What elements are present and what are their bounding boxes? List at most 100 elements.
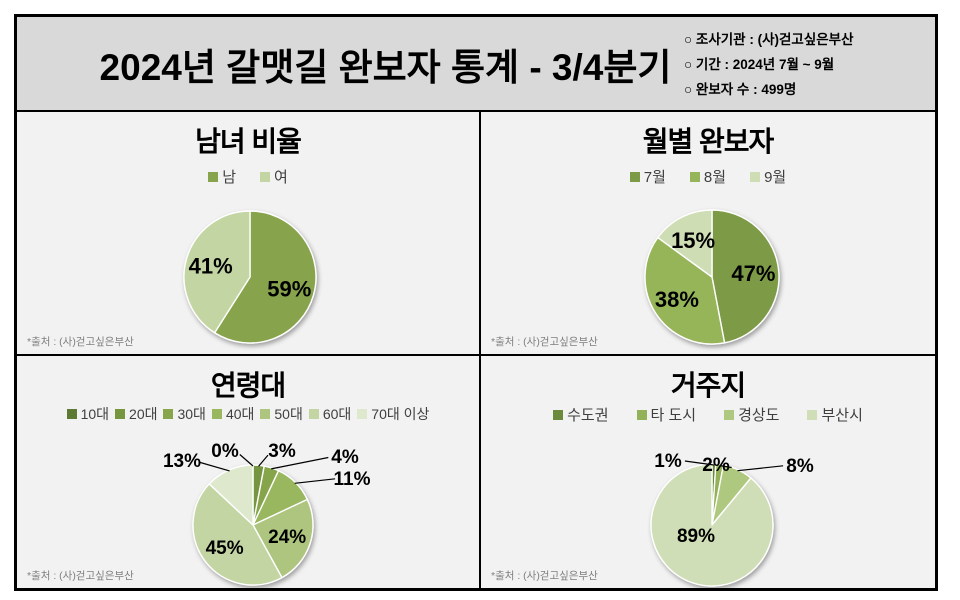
pie-slice [213,210,317,344]
pie-slice-label: 8% [786,456,814,477]
pie-slice [657,209,713,278]
legend-label: 남 [222,169,236,186]
legend-item: 60대 [308,404,351,424]
legend-swatch-icon [308,409,319,419]
legend-item: 8월 [689,166,727,187]
legend-label: 20대 [129,406,158,422]
pie-chart-monthly: 47% 38% 15% [644,209,780,345]
source-note: *출처 : (사)걷고싶은부산 [491,570,598,582]
legend-label: 8월 [703,169,727,186]
legend-swatch-icon [636,409,647,420]
legend-swatch-icon [115,409,126,419]
legend-monthly: 7월 8월 9월 [481,166,935,187]
legend-swatch-icon [357,409,368,419]
legend-label: 50대 [274,406,303,422]
legend-label: 타 도시 [650,407,697,424]
pie-slice [650,463,774,587]
label-leader-line [737,465,784,472]
chart-age: 연령대 10대 20대 30대 40대 50대 60대 70대 이상 0% 3% 4% 11% 24… [17,356,479,588]
label-leader-line [198,461,230,472]
pie-slice-label: 41% [189,254,233,279]
legend-swatch-icon [260,409,271,419]
pie-slice-label: 47% [731,261,775,286]
legend-swatch-icon [211,409,222,419]
legend-item: 20대 [115,404,157,424]
infographic-frame: 2024년 갈맷길 완보자 통계 - 3/4분기 ○ 조사기관 : (사)걷고싶… [14,14,938,591]
legend-swatch-icon [689,171,700,182]
source-note: *출처 : (사)걷고싶은부산 [27,336,134,348]
pie-slice-label: 4% [331,447,359,468]
label-leader-line [719,464,732,469]
legend-item: 부산시 [807,404,863,425]
pie-slice-label: 13% [163,451,201,472]
legend-swatch-icon [807,409,818,420]
legend-item: 수도권 [553,404,609,425]
chart-title-gender: 남녀 비율 [195,126,302,157]
pie-slice-label: 24% [268,527,306,548]
header: 2024년 갈맷길 완보자 통계 - 3/4분기 ○ 조사기관 : (사)걷고싶… [17,17,935,110]
legend-item: 남 [208,166,236,187]
legend-item: 10대 [66,404,110,424]
legend-label: 부산시 [821,407,863,424]
pie-slice-label: 0% [211,441,239,462]
legend-swatch-icon [750,171,761,182]
pie-slice [208,464,254,526]
legend-label: 40대 [225,406,255,422]
legend-swatch-icon [66,409,77,419]
pie-slice [183,210,251,334]
legend-item: 타 도시 [636,404,697,425]
pie-slice-label: 11% [334,469,371,490]
survey-info-box: ○ 조사기관 : (사)걷고싶은부산 ○ 기간 : 2024년 7월 ~ 9월 … [684,24,935,103]
page-title: 2024년 갈맷길 완보자 통계 - 3/4분기 [99,46,672,88]
legend-label: 70대 이상 [371,406,430,422]
pie-slice-label: 3% [268,441,296,462]
legend-item: 여 [260,166,288,187]
pie-slice [711,209,780,344]
pie-chart-residence: 1% 2% 8% 89% [650,451,814,587]
info-period: ○ 기간 : 2024년 7월 ~ 9월 [684,57,835,73]
legend-age: 10대 20대 30대 40대 50대 60대 70대 이상 [17,404,479,424]
chart-title-age: 연령대 [210,370,286,401]
info-agency: ○ 조사기관 : (사)걷고싶은부산 [684,32,854,48]
pie-slice-label: 15% [671,228,715,253]
legend-label: 여 [274,169,288,186]
legend-label: 수도권 [567,407,609,424]
legend-item: 50대 [260,404,303,424]
label-leader-line [294,478,336,484]
label-leader-line [239,454,254,467]
pie-slice-label: 38% [655,287,699,312]
pie-chart-age: 0% 3% 4%11% 24% 45% 13% [163,441,371,586]
pie-chart-gender: 59% 41% [183,210,317,344]
label-leader-line [271,456,329,470]
chart-monthly: 월별 완보자 7월 8월 9월 47% 38% 15% *출처 : (사)걷고싶은부산 [481,112,935,354]
legend-label: 경상도 [738,407,780,424]
chart-title-monthly: 월별 완보자 [642,126,775,157]
legend-swatch-icon [553,409,564,420]
legend-swatch-icon [163,409,174,419]
legend-label: 7월 [643,169,666,186]
pie-slice [644,236,726,345]
legend-label: 30대 [177,406,206,422]
legend-label: 9월 [764,169,787,186]
pie-slice [252,498,314,579]
legend-swatch-icon [629,171,640,182]
legend-item: 7월 [629,166,666,187]
legend-swatch-icon [724,409,735,420]
pie-slice-label: 1% [654,451,682,472]
pie-slice-label: 45% [206,538,244,559]
legend-item: 경상도 [724,404,779,425]
legend-item: 40대 [211,404,255,424]
label-leader-line [684,460,714,466]
legend-residence: 수도권 타 도시 경상도 부산시 [481,404,935,425]
legend-label: 10대 [80,406,110,422]
label-leader-line [258,454,269,467]
legend-swatch-icon [260,171,270,182]
chart-title-residence: 거주지 [670,370,746,401]
legend-item: 9월 [750,166,786,187]
pie-slice-label: 59% [267,276,311,301]
pie-slice [192,483,283,586]
source-note: *출처 : (사)걷고싶은부산 [27,570,134,582]
